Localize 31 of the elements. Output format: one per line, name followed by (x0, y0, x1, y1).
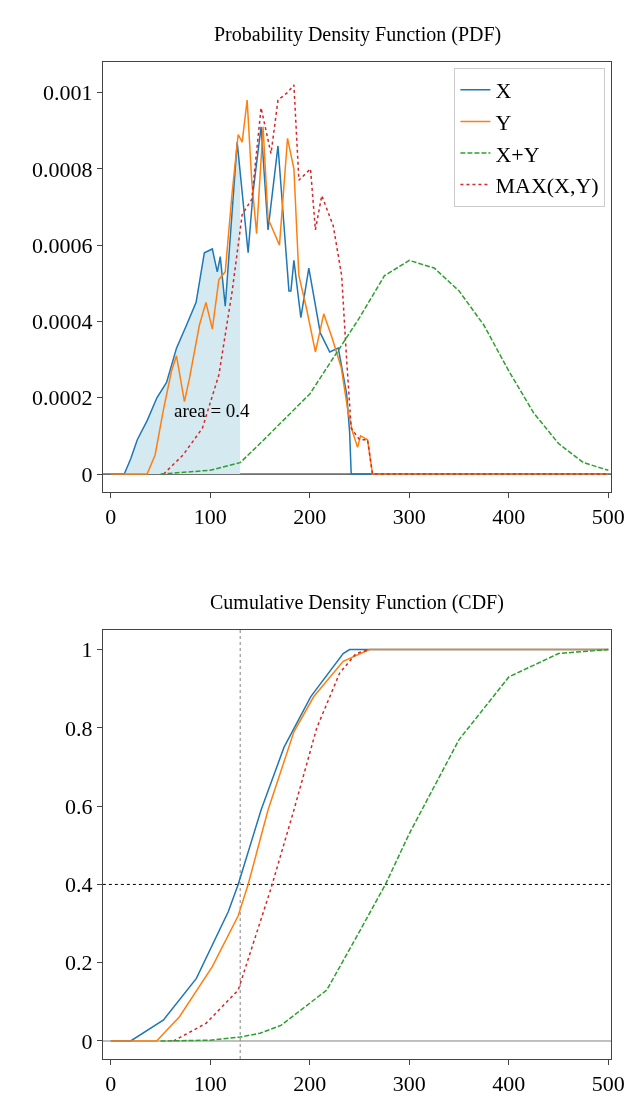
legend-label: X+Y (495, 141, 540, 167)
y-tick-label: 0 (81, 461, 93, 487)
x-tick-label: 100 (193, 504, 227, 530)
x-tick-label: 100 (193, 1071, 227, 1097)
x-tick-label: 400 (492, 1071, 526, 1097)
y-tick-label: 0.2 (64, 950, 93, 976)
chart-title: Cumulative Density Function (CDF) (210, 591, 504, 614)
y-tick-label: 0 (81, 1028, 93, 1054)
legend-label: MAX(X,Y) (495, 173, 599, 199)
y-tick-label: 0.001 (42, 80, 93, 106)
y-tick-label: 0.0004 (31, 309, 93, 335)
x-tick-label: 0 (105, 504, 117, 530)
x-tick-label: 400 (492, 504, 526, 530)
x-tick-label: 200 (293, 504, 327, 530)
chart-title: Probability Density Function (PDF) (214, 23, 502, 46)
y-tick-label: 1 (81, 637, 93, 663)
y-tick-label: 0.0006 (31, 232, 93, 258)
y-tick-label: 0.8 (64, 715, 93, 741)
x-tick-label: 500 (591, 504, 625, 530)
y-tick-label: 0.0008 (31, 156, 93, 182)
y-tick-label: 0.4 (64, 872, 93, 898)
y-tick-label: 0.0002 (31, 385, 93, 411)
x-tick-label: 0 (105, 1071, 117, 1097)
x-tick-label: 300 (392, 504, 426, 530)
x-tick-label: 500 (591, 1071, 625, 1097)
x-tick-label: 300 (392, 1071, 426, 1097)
annotation: area = 0.4 (174, 400, 251, 421)
legend-label: Y (495, 109, 512, 135)
x-tick-label: 200 (293, 1071, 327, 1097)
legend-label: X (495, 78, 512, 104)
y-tick-label: 0.6 (64, 793, 93, 819)
